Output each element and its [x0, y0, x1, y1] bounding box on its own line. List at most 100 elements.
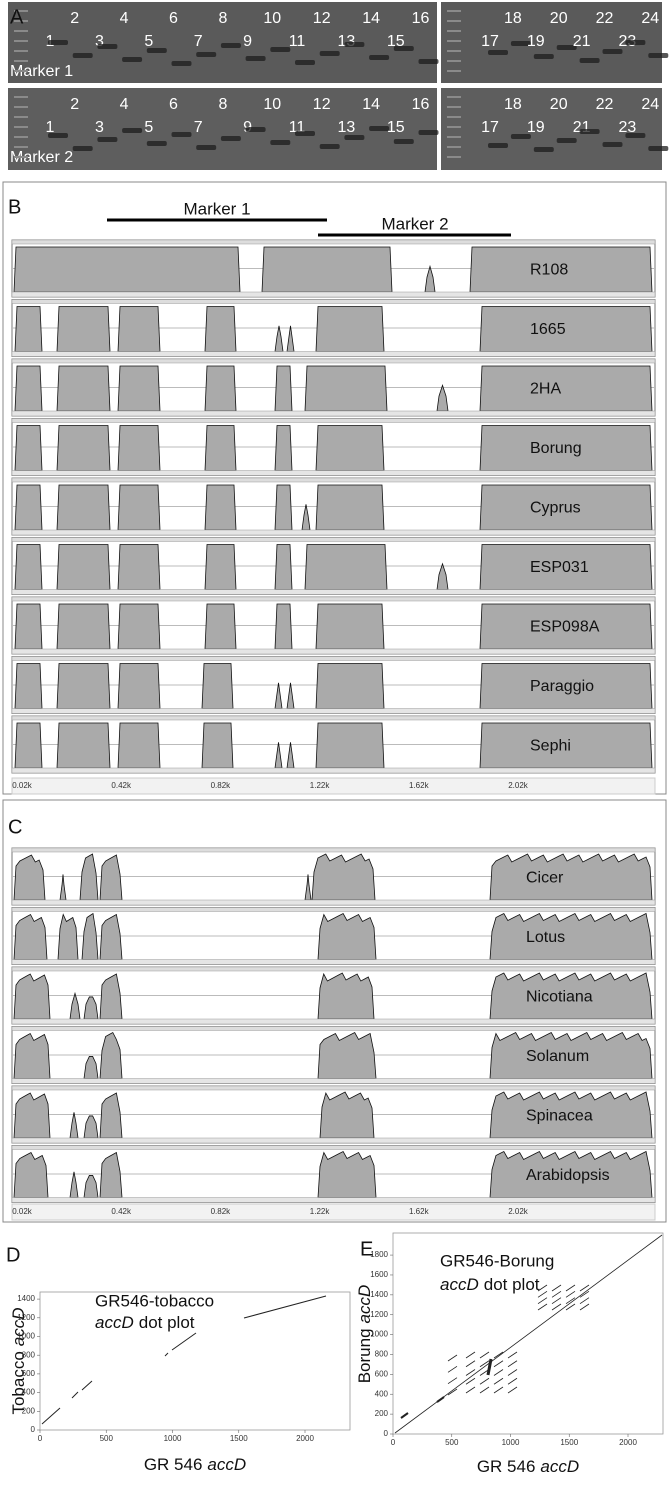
conservation-profile	[14, 663, 43, 709]
repeat-alignment	[507, 1386, 518, 1394]
conservation-profile	[274, 603, 293, 650]
ladder-band	[447, 116, 461, 118]
gel-band	[556, 138, 577, 143]
repeat-alignment	[465, 1386, 476, 1394]
track-header	[11, 358, 656, 364]
lane-number: 4	[120, 96, 129, 113]
gel-band	[393, 139, 414, 144]
conservation-profile	[204, 425, 237, 471]
ladder-band	[447, 50, 461, 52]
gel-band	[510, 41, 531, 46]
track-footer	[11, 529, 656, 536]
gel-band	[369, 55, 390, 60]
gel-band	[510, 134, 531, 139]
repeat-alignment	[436, 1396, 445, 1403]
y-tick-label: 1200	[17, 1313, 35, 1322]
gel-2-left	[8, 88, 437, 170]
axis-label: Borung	[355, 1328, 374, 1383]
conservation-profile	[201, 722, 234, 769]
axis-tick-label: 0.02k	[12, 1207, 33, 1216]
track-footer	[11, 351, 656, 357]
plot-frame	[392, 1232, 664, 1435]
conservation-profile	[274, 425, 293, 471]
gel-band	[648, 146, 669, 151]
lane-number: 2	[70, 96, 79, 113]
repeat-alignment	[486, 1358, 493, 1376]
track-name: Nicotiana	[526, 989, 593, 1006]
conservation-profile	[117, 365, 161, 412]
track-header	[11, 1026, 656, 1031]
panel-label: E	[360, 1238, 373, 1260]
lane-number: 10	[263, 10, 281, 27]
panel-label: A	[10, 6, 24, 28]
repeat-alignment	[579, 1303, 590, 1311]
y-tick-label: 1200	[370, 1310, 388, 1319]
gel-band	[418, 59, 439, 64]
repeat-alignment	[551, 1303, 562, 1311]
conservation-profile	[489, 912, 653, 960]
axis-tick-label: 1.22k	[310, 1207, 331, 1216]
axis-tick-label: 1.62k	[409, 1207, 430, 1216]
gel-band	[196, 145, 217, 150]
conservation-profile	[13, 854, 46, 901]
conservation-profile	[274, 544, 293, 590]
track-header	[11, 418, 656, 423]
gel-band	[625, 40, 646, 45]
ladder-band	[447, 60, 461, 62]
ladder-band	[447, 70, 461, 72]
lane-number: 18	[504, 10, 522, 27]
conservation-profile	[79, 853, 99, 901]
lane-number: 20	[550, 10, 568, 27]
conservation-profile	[319, 1091, 375, 1139]
conservation-profile	[315, 663, 385, 709]
repeat-alignment	[579, 1284, 590, 1292]
conservation-profile	[99, 973, 123, 1020]
gel-band	[319, 144, 340, 149]
y-tick-label: 600	[375, 1369, 389, 1378]
track-name: 1665	[530, 321, 566, 338]
gel-band	[344, 42, 365, 47]
conservation-profile	[117, 544, 161, 590]
axis-label: GR 546	[144, 1455, 203, 1474]
track-header	[11, 966, 656, 972]
lane-number: 14	[362, 96, 380, 113]
gene-name: accD	[207, 1455, 246, 1474]
repeat-alignment	[465, 1377, 476, 1385]
conservation-profile	[489, 1091, 653, 1139]
conservation-profile	[14, 722, 43, 769]
track-name: Paraggio	[530, 678, 594, 695]
repeat-alignment	[493, 1360, 504, 1368]
conservation-profile	[315, 425, 385, 471]
lane-number: 12	[313, 96, 331, 113]
conservation-profile	[56, 663, 111, 709]
y-tick-label: 800	[22, 1350, 36, 1359]
conservation-profile	[304, 365, 388, 412]
conservation-profile	[117, 722, 161, 769]
conservation-profile	[479, 484, 653, 531]
x-tick-label: 2000	[619, 1438, 637, 1447]
conservation-profile	[489, 1031, 653, 1079]
repeat-alignment	[493, 1351, 504, 1359]
track-footer	[11, 410, 656, 417]
conservation-profile	[479, 663, 653, 709]
track-name: Cyprus	[530, 500, 581, 517]
lane-number: 7	[194, 33, 203, 50]
track-footer	[11, 470, 656, 476]
repeat-alignment	[447, 1354, 458, 1362]
conservation-profile	[479, 544, 653, 590]
track-header	[11, 596, 656, 602]
conservation-profile	[489, 853, 653, 901]
x-axis-label: GR 546 accD	[477, 1457, 579, 1476]
gel-band	[122, 128, 143, 133]
y-tick-label: 1000	[370, 1330, 388, 1339]
lane-number: 8	[218, 10, 227, 27]
gel-1-left	[8, 2, 437, 83]
lane-number: 17	[481, 119, 499, 136]
ladder-band	[447, 126, 461, 128]
ladder-band	[14, 50, 28, 52]
repeat-alignment	[551, 1297, 562, 1304]
conservation-profile	[14, 544, 43, 590]
lane-number: 6	[169, 10, 178, 27]
gel-band	[533, 147, 554, 152]
